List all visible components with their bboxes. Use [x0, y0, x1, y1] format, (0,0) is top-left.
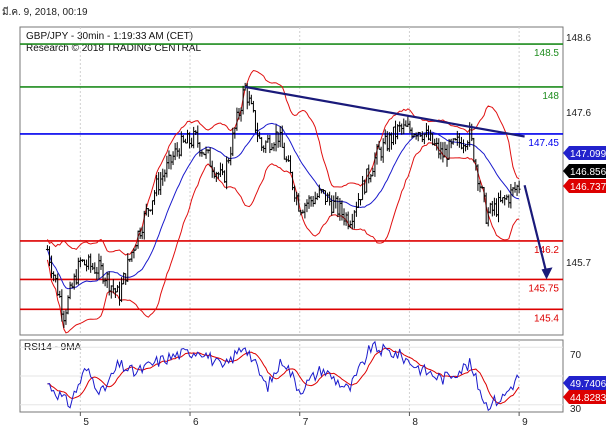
time-axis: 5 6 7 8 9	[79, 412, 528, 428]
level-label: 148.5	[534, 48, 559, 59]
x-tick-label: 9	[522, 417, 528, 428]
rsi-badge-label: 44.8283	[570, 393, 606, 404]
price-tick-label: 145.7	[566, 258, 591, 269]
price-tick-label: 147.6	[566, 108, 591, 119]
level-label: 145.75	[528, 283, 559, 294]
rsi-tick-label: 30	[570, 404, 582, 415]
rsi-line	[47, 340, 520, 412]
trend-overlays	[244, 85, 553, 280]
price-bars	[45, 82, 521, 329]
forecast-arrow-head	[541, 267, 553, 280]
level-label: 147.45	[528, 138, 559, 149]
level-label: 148	[542, 91, 559, 102]
price-panel-frame	[19, 26, 564, 336]
datetime-label: มี.ค. 9, 2018, 00:19	[2, 6, 88, 18]
rsi-panel: RSI14 - 9MA	[19, 339, 564, 413]
x-tick-label: 6	[193, 417, 199, 428]
price-badge	[563, 146, 606, 160]
price-axis: 148.6 147.6 145.7	[566, 33, 591, 269]
copyright-label: Research © 2018 TRADING CENTRAL	[26, 43, 201, 54]
x-tick-label: 5	[83, 417, 89, 428]
rsi-badges: 49.7406 44.8283	[563, 376, 606, 404]
price-badges: 147.099 146.856 146.737	[563, 146, 606, 193]
rsi-lines	[47, 340, 520, 412]
rsi-badge	[563, 390, 606, 404]
rsi-grid	[20, 340, 563, 412]
price-panel: GBP/JPY - 30min - 1:19:33 AM (CET) Resea…	[19, 26, 564, 336]
symbol-title: GBP/JPY - 30min - 1:19:33 AM (CET)	[26, 31, 193, 42]
rsi-badge	[563, 376, 606, 390]
trendline	[244, 85, 525, 138]
x-tick-label: 8	[412, 417, 418, 428]
x-tick-label: 7	[303, 417, 309, 428]
level-label: 146.2	[534, 245, 559, 256]
price-tick-label: 148.6	[566, 33, 591, 44]
rsi-ma-line	[47, 347, 520, 405]
price-badge-label: 147.099	[570, 149, 606, 160]
price-badge-label: 146.737	[570, 182, 606, 193]
level-label: 145.4	[534, 313, 559, 324]
price-badge-label: 146.856	[570, 167, 606, 178]
rsi-tick-label: 70	[570, 350, 582, 361]
forecast-arrow-shaft	[523, 185, 548, 274]
price-badge	[563, 179, 606, 193]
rsi-badge-label: 49.7406	[570, 379, 606, 390]
level-lines: 148.5 148 147.45 146.2 145.75 145.4	[20, 43, 563, 324]
price-badge	[563, 164, 606, 178]
